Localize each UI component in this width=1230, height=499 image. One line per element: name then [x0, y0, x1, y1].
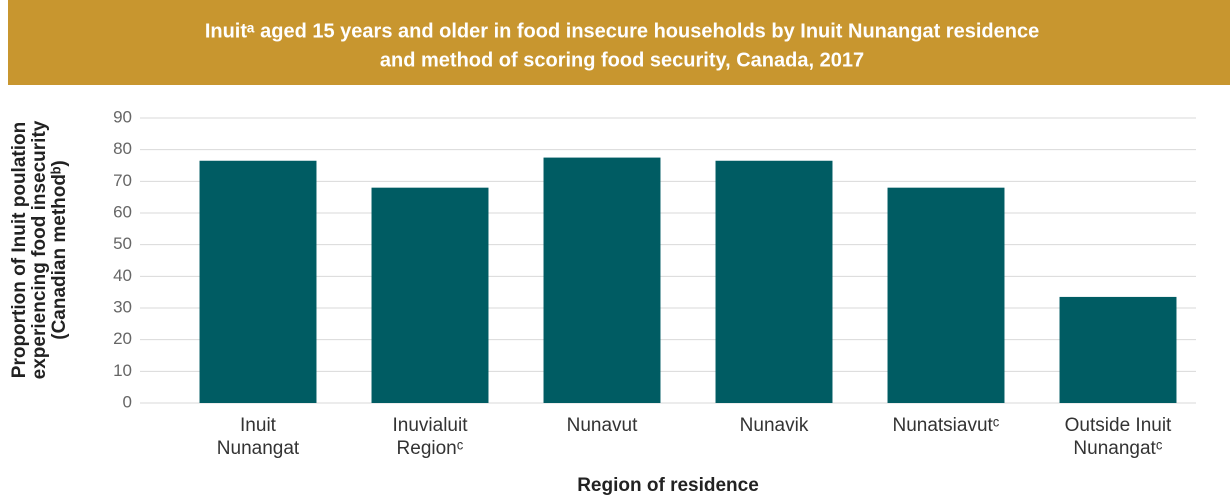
y-axis-title-line: Proportion of Inuit poulation	[9, 122, 30, 378]
x-tick-label: Nunatsiavutᶜ	[892, 415, 999, 436]
bar	[1059, 296, 1177, 403]
y-tick-label: 10	[113, 361, 132, 380]
bar	[199, 160, 317, 403]
y-tick-label: 60	[113, 202, 132, 221]
bar	[887, 187, 1005, 403]
bar	[715, 160, 833, 403]
y-axis-title-line: experiencing food insecurity	[29, 120, 50, 379]
y-axis-title-line: (Canadian methodᵇ)	[49, 160, 70, 340]
x-tick-label: Inuit	[240, 415, 277, 436]
y-tick-label: 50	[113, 234, 132, 253]
x-tick-label: Nunangatᶜ	[1073, 438, 1162, 459]
x-tick-label: Inuvialuit	[393, 415, 469, 436]
x-tick-label: Nunangat	[217, 438, 300, 459]
x-axis-title: Region of residence	[577, 475, 759, 496]
y-tick-label: 0	[123, 392, 132, 411]
bar	[371, 187, 489, 403]
chart-title: and method of scoring food security, Can…	[380, 49, 864, 71]
bar	[543, 157, 661, 403]
y-tick-label: 90	[113, 107, 132, 126]
x-tick-label: Regionᶜ	[397, 438, 464, 459]
x-tick-label: Outside Inuit	[1065, 415, 1172, 436]
title-banner	[8, 0, 1230, 85]
x-tick-label: Nunavut	[567, 415, 638, 436]
y-tick-label: 70	[113, 171, 132, 190]
y-tick-label: 40	[113, 266, 132, 285]
y-tick-label: 80	[113, 139, 132, 158]
y-tick-label: 30	[113, 297, 132, 316]
y-tick-label: 20	[113, 329, 132, 348]
y-axis-title: Proportion of Inuit poulation experienci…	[9, 120, 70, 379]
x-tick-label: Nunavik	[740, 415, 809, 436]
chart-title: Inuitᵃ aged 15 years and older in food i…	[205, 20, 1039, 42]
